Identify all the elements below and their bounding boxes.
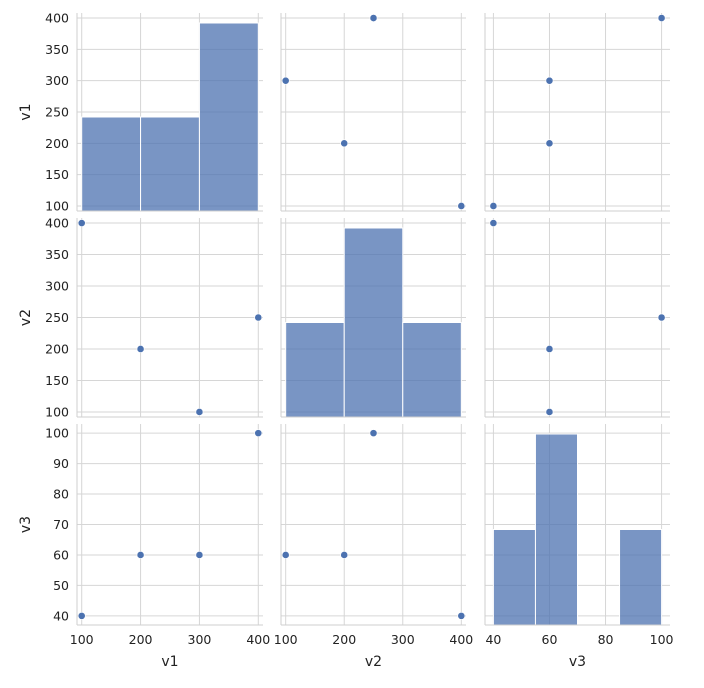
x-tick-label-v1: 400: [246, 632, 270, 647]
histogram-bar-v2-2: [403, 323, 462, 418]
x-tick-label-v3: 60: [542, 632, 558, 647]
y-axis-label-v3: v3: [18, 516, 34, 533]
scatter-point-v2-v3-1: [546, 345, 553, 352]
y-tick-label-v3: 100: [45, 426, 69, 441]
y-tick-label-v1: 200: [45, 136, 69, 151]
y-tick-label-v3: 50: [53, 578, 69, 593]
histogram-bar-v3-1: [535, 434, 577, 625]
panel-v2-vs-v3: [485, 218, 670, 417]
scatter-point-v1-v2-0: [458, 202, 465, 209]
scatter-point-v3-v1-0: [78, 612, 85, 619]
x-axis-label-v3: v3: [569, 654, 586, 670]
x-tick-label-v2: 300: [391, 632, 415, 647]
y-tick-label-v3: 70: [53, 517, 69, 532]
y-tick-label-v2: 400: [45, 216, 69, 231]
x-axis-label-v1: v1: [161, 654, 178, 670]
y-tick-label-v1: 350: [45, 42, 69, 57]
panel-v3-vs-v2: [281, 424, 466, 625]
scatter-point-v2-v3-3: [658, 314, 665, 321]
histogram-bar-v2-0: [286, 323, 345, 418]
y-tick-label-v1: 150: [45, 167, 69, 182]
scatter-point-v2-v1-2: [196, 408, 203, 415]
y-tick-label-v2: 300: [45, 279, 69, 294]
y-tick-label-v3: 60: [53, 547, 69, 562]
histogram-bar-v1-0: [82, 117, 141, 211]
panel-v2-vs-v1: [77, 218, 263, 417]
y-tick-label-v1: 300: [45, 73, 69, 88]
scatter-point-v3-v2-0: [458, 612, 465, 619]
panel-v3-vs-v1: [77, 424, 263, 625]
y-tick-label-v2: 350: [45, 247, 69, 262]
scatter-point-v2-v1-1: [137, 345, 144, 352]
scatter-point-v3-v1-3: [255, 430, 262, 437]
y-tick-label-v1: 250: [45, 105, 69, 120]
y-tick-label-v2: 100: [45, 404, 69, 419]
scatter-point-v2-v1-0: [78, 219, 85, 226]
histogram-bar-v1-1: [141, 117, 200, 211]
panel-v1-vs-v2: [281, 13, 466, 211]
x-axis-label-v2: v2: [365, 654, 382, 670]
y-axis-label-v1: v1: [18, 103, 34, 120]
histogram-bar-v3-3: [620, 530, 662, 626]
scatter-point-v3-v2-2: [282, 551, 289, 558]
scatter-point-v1-v2-2: [282, 77, 289, 84]
x-tick-label-v1: 100: [70, 632, 94, 647]
scatter-point-v1-v3-0: [490, 202, 497, 209]
x-tick-label-v1: 200: [129, 632, 153, 647]
scatter-point-v2-v3-2: [546, 408, 553, 415]
x-tick-label-v2: 400: [449, 632, 473, 647]
histogram-bar-v2-1: [344, 228, 403, 417]
scatter-point-v1-v3-1: [546, 140, 553, 147]
y-tick-label-v2: 200: [45, 341, 69, 356]
y-axis-label-v2: v2: [18, 309, 34, 326]
y-tick-label-v2: 150: [45, 373, 69, 388]
y-tick-label-v2: 250: [45, 310, 69, 325]
y-tick-label-v1: 100: [45, 198, 69, 213]
panel-v3-vs-v3: [485, 424, 670, 625]
scatter-point-v3-v1-1: [137, 551, 144, 558]
histogram-bar-v1-2: [199, 23, 258, 211]
scatter-point-v1-v3-2: [546, 77, 553, 84]
x-tick-label-v2: 100: [274, 632, 298, 647]
x-tick-label-v3: 80: [598, 632, 614, 647]
scatter-point-v2-v1-3: [255, 314, 262, 321]
panel-v1-vs-v3: [485, 13, 670, 211]
panel-v1-vs-v1: [77, 13, 263, 211]
scatter-point-v3-v2-1: [341, 551, 348, 558]
x-tick-label-v3: 100: [650, 632, 674, 647]
y-tick-label-v3: 90: [53, 456, 69, 471]
x-tick-label-v2: 200: [332, 632, 356, 647]
scatter-point-v1-v2-3: [370, 14, 377, 21]
y-tick-label-v3: 40: [53, 608, 69, 623]
scatter-point-v2-v3-0: [490, 219, 497, 226]
scatter-point-v1-v2-1: [341, 140, 348, 147]
histogram-bar-v3-0: [493, 530, 535, 626]
y-tick-label-v1: 400: [45, 11, 69, 26]
scatter-point-v3-v1-2: [196, 551, 203, 558]
x-tick-label-v1: 300: [188, 632, 212, 647]
scatter-point-v1-v3-3: [658, 14, 665, 21]
panel-v2-vs-v2: [281, 218, 466, 417]
x-tick-label-v3: 40: [485, 632, 501, 647]
y-tick-label-v3: 80: [53, 487, 69, 502]
scatter-point-v3-v2-3: [370, 430, 377, 437]
